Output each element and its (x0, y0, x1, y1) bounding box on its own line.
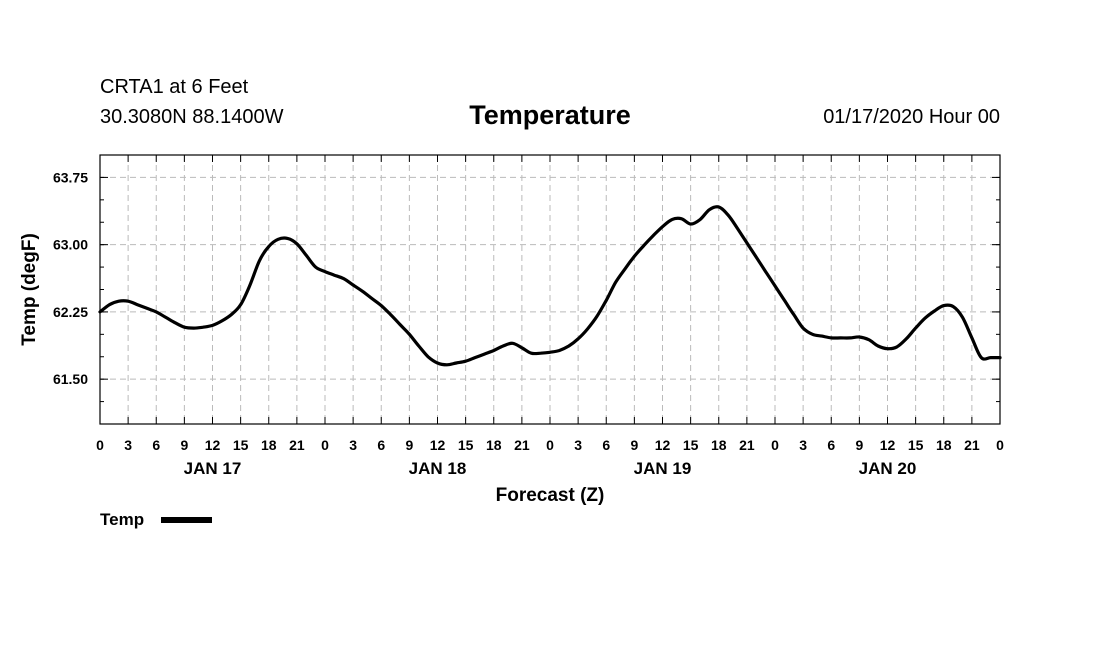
day-label: JAN 17 (184, 459, 242, 478)
station-coordinates: 30.3080N 88.1400W (100, 106, 284, 128)
y-axis-title: Temp (degF) (19, 233, 40, 346)
x-tick-label: 9 (855, 437, 863, 453)
x-tick-label: 12 (205, 437, 221, 453)
y-tick-label: 61.50 (53, 371, 88, 387)
day-label: JAN 18 (409, 459, 467, 478)
x-tick-label: 0 (96, 437, 104, 453)
x-tick-label: 21 (739, 437, 755, 453)
legend: Temp (100, 510, 212, 529)
x-axis-title: Forecast (Z) (496, 485, 605, 506)
day-label: JAN 20 (859, 459, 917, 478)
gridlines (100, 155, 1000, 424)
chart-title: Temperature (469, 100, 631, 130)
x-tick-label: 6 (377, 437, 385, 453)
x-tick-label: 21 (514, 437, 530, 453)
y-tick-label: 62.25 (53, 304, 88, 320)
x-tick-label: 12 (880, 437, 896, 453)
y-tick-label: 63.00 (53, 237, 88, 253)
plot-frame (99, 154, 1001, 425)
x-tick-label: 9 (630, 437, 638, 453)
axis-ticks (99, 155, 1001, 424)
station-name: CRTA1 at 6 Feet (100, 76, 249, 98)
x-tick-label: 3 (799, 437, 807, 453)
legend-label: Temp (100, 510, 144, 529)
y-tick-label: 63.75 (53, 169, 88, 185)
x-tick-label: 3 (349, 437, 357, 453)
x-tick-label: 12 (655, 437, 671, 453)
x-tick-label: 3 (574, 437, 582, 453)
x-tick-label: 15 (233, 437, 249, 453)
x-tick-label: 9 (180, 437, 188, 453)
x-tick-label: 6 (602, 437, 610, 453)
forecast-run-time: 01/17/2020 Hour 00 (823, 106, 1000, 128)
x-tick-label: 12 (430, 437, 446, 453)
x-tick-label: 0 (546, 437, 554, 453)
axis-labels: 0 3 6 9 12 15 18 21 0 3 6 9 12 15 18 21 0 3 6 9 12 15 18 21 0 3 6 9… (53, 169, 1004, 478)
x-tick-label: 21 (289, 437, 305, 453)
x-tick-label: 18 (261, 437, 277, 453)
x-tick-label: 15 (908, 437, 924, 453)
x-tick-label: 0 (771, 437, 779, 453)
day-label: JAN 19 (634, 459, 692, 478)
x-tick-label: 18 (936, 437, 952, 453)
x-tick-label: 6 (152, 437, 160, 453)
temp-series-line (98, 205, 1002, 367)
x-tick-label: 9 (405, 437, 413, 453)
x-tick-label: 6 (827, 437, 835, 453)
x-tick-label: 0 (996, 437, 1004, 453)
x-tick-label: 0 (321, 437, 329, 453)
x-tick-label: 18 (711, 437, 727, 453)
x-tick-label: 15 (683, 437, 699, 453)
x-tick-label: 21 (964, 437, 980, 453)
x-tick-label: 15 (458, 437, 474, 453)
x-tick-label: 3 (124, 437, 132, 453)
x-tick-label: 18 (486, 437, 502, 453)
